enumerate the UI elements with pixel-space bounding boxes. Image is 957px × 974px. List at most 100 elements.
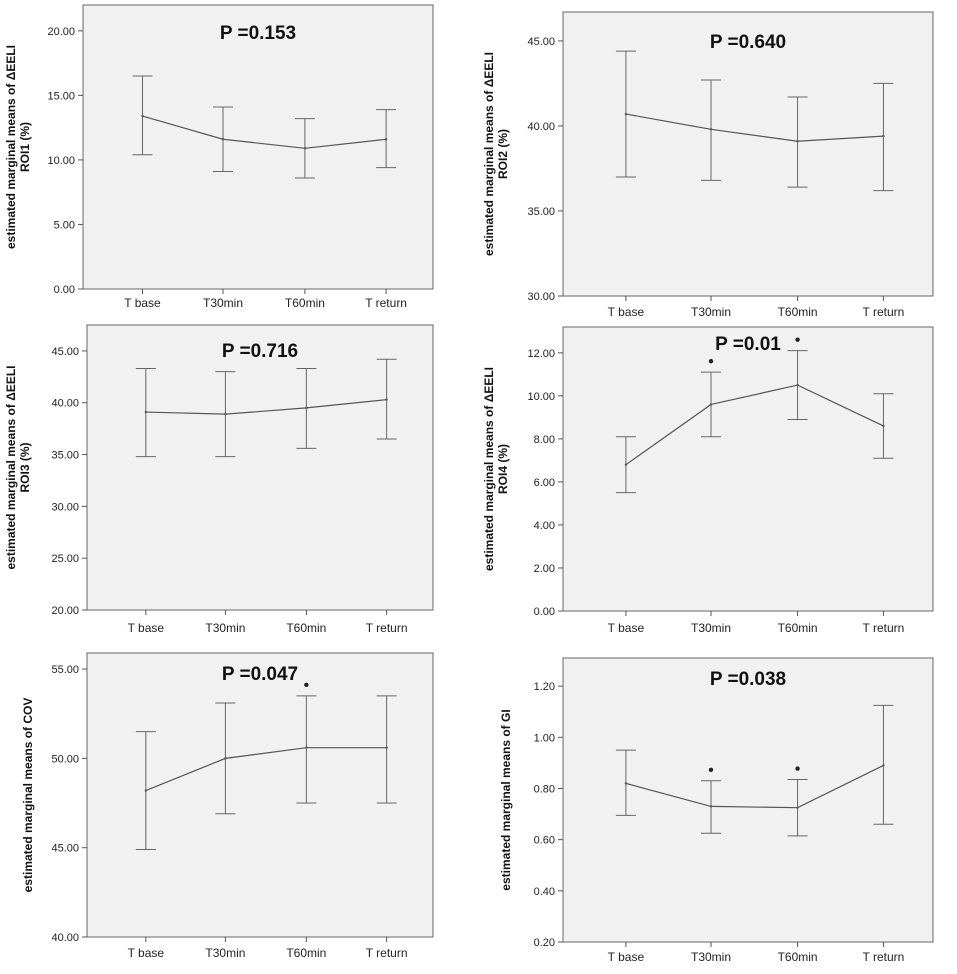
data-point bbox=[224, 412, 227, 416]
y-axis-title: estimated marginal means of COV bbox=[21, 698, 35, 893]
y-tick-label: 10.00 bbox=[47, 155, 75, 167]
plot-area bbox=[86, 324, 434, 611]
y-tick-label: 50.00 bbox=[51, 753, 79, 765]
significance-dot bbox=[795, 766, 800, 771]
p-value-title: P =0.640 bbox=[710, 32, 786, 53]
mean-line bbox=[625, 113, 884, 142]
x-category-label: T60min bbox=[778, 950, 818, 964]
y-tick-label: 2.00 bbox=[534, 563, 555, 575]
x-category-label: T return bbox=[863, 305, 905, 319]
y-tick-label: 1.00 bbox=[534, 732, 555, 744]
data-point bbox=[882, 424, 885, 428]
significance-dot bbox=[304, 682, 309, 688]
data-point bbox=[141, 114, 144, 118]
plot-area bbox=[562, 657, 934, 943]
chart-panel-1: 0.00 5.00 10.00 15.00 20.00 T base T30min T60mi… bbox=[4, 4, 434, 310]
y-tick-label: 6.00 bbox=[534, 477, 555, 489]
y-tick-label: 35.00 bbox=[51, 450, 79, 462]
data-point bbox=[385, 746, 388, 749]
chart-panel-2: 30.00 35.00 40.00 45.00 T base T30min T60min T … bbox=[482, 11, 934, 319]
x-category-label: T base bbox=[128, 621, 165, 635]
data-point bbox=[221, 138, 225, 141]
significance-dot bbox=[708, 358, 714, 364]
data-point bbox=[882, 764, 885, 767]
y-tick-label: 0.80 bbox=[534, 783, 555, 795]
data-point bbox=[624, 463, 628, 466]
x-category-label: T30min bbox=[205, 946, 245, 960]
y-tick-label: 40.00 bbox=[51, 932, 79, 944]
significance-dot bbox=[795, 337, 800, 342]
y-tick-label: 40.00 bbox=[527, 121, 555, 133]
data-point bbox=[709, 128, 713, 131]
x-category-label: T return bbox=[863, 950, 905, 964]
y-tick-label: 15.00 bbox=[47, 90, 75, 102]
data-point bbox=[303, 147, 307, 150]
x-category-label: T30min bbox=[691, 621, 731, 635]
x-category-label: T30min bbox=[205, 621, 245, 635]
x-category-label: T base bbox=[124, 296, 161, 310]
y-tick-label: 0.40 bbox=[534, 886, 555, 898]
y-tick-label: 40.00 bbox=[51, 398, 79, 410]
y-axis-title: ROI4 (%) bbox=[496, 444, 510, 494]
mean-line bbox=[625, 764, 884, 809]
p-value-title: P =0.01 bbox=[715, 334, 781, 355]
data-point bbox=[144, 410, 148, 414]
y-tick-label: 1.20 bbox=[534, 681, 555, 693]
plot-area bbox=[562, 11, 934, 297]
x-category-label: T return bbox=[366, 621, 408, 635]
data-point bbox=[796, 806, 799, 809]
mean-line bbox=[145, 747, 387, 792]
y-axis-title: estimated marginal means of ΔEELI bbox=[482, 367, 496, 571]
data-point bbox=[796, 140, 799, 143]
y-tick-label: 0.60 bbox=[534, 835, 555, 847]
x-category-label: T base bbox=[608, 621, 645, 635]
chart-panel-6: 0.20 0.40 0.60 0.80 1.00 1.20 T base T30min T60m… bbox=[499, 657, 934, 964]
y-axis-title: estimated marginal means of ΔEELI bbox=[4, 365, 18, 569]
significance-dot bbox=[708, 767, 714, 773]
data-point bbox=[224, 757, 227, 760]
data-point bbox=[624, 782, 628, 785]
p-value-title: P =0.153 bbox=[220, 23, 296, 44]
y-axis-title: estimated marginal means of ΔEELI bbox=[4, 45, 18, 249]
y-tick-label: 55.00 bbox=[51, 664, 79, 676]
y-tick-label: 0.00 bbox=[54, 284, 75, 296]
y-tick-label: 10.00 bbox=[527, 391, 555, 403]
x-category-label: T base bbox=[128, 946, 165, 960]
y-tick-label: 8.00 bbox=[534, 434, 555, 446]
plot-area bbox=[86, 652, 434, 938]
mean-line bbox=[145, 399, 387, 415]
x-category-label: T60min bbox=[778, 305, 818, 319]
y-tick-label: 4.00 bbox=[534, 520, 555, 532]
mean-line bbox=[625, 384, 884, 466]
y-tick-label: 45.00 bbox=[527, 36, 555, 48]
y-tick-label: 45.00 bbox=[51, 843, 79, 855]
p-value-title: P =0.038 bbox=[710, 669, 786, 690]
x-category-label: T60min bbox=[286, 946, 326, 960]
x-category-label: T return bbox=[863, 621, 905, 635]
plot-area bbox=[82, 4, 434, 290]
data-point bbox=[384, 138, 388, 141]
y-tick-label: 20.00 bbox=[47, 26, 75, 38]
x-category-label: T60min bbox=[778, 621, 818, 635]
x-category-label: T60min bbox=[285, 296, 325, 310]
data-point bbox=[305, 406, 308, 410]
mean-line bbox=[142, 115, 387, 149]
x-category-label: T base bbox=[608, 305, 645, 319]
x-category-label: T return bbox=[366, 946, 408, 960]
x-category-label: T30min bbox=[691, 950, 731, 964]
y-axis-title: ROI2 (%) bbox=[496, 129, 510, 179]
data-point bbox=[624, 112, 628, 116]
y-tick-label: 5.00 bbox=[54, 219, 75, 231]
chart-panel-4: 0.00 2.00 4.00 6.00 8.00 10.00 12.00 T base T30m… bbox=[482, 326, 934, 635]
x-category-label: T60min bbox=[286, 621, 326, 635]
y-tick-label: 20.00 bbox=[51, 605, 79, 617]
y-tick-label: 25.00 bbox=[51, 553, 79, 565]
data-point bbox=[882, 134, 885, 138]
x-category-label: T base bbox=[608, 950, 645, 964]
y-tick-label: 45.00 bbox=[51, 346, 79, 358]
y-axis-title: ROI3 (%) bbox=[18, 442, 32, 492]
y-tick-label: 30.00 bbox=[51, 501, 79, 513]
y-axis-title: estimated marginal means of ΔEELI bbox=[482, 52, 496, 256]
y-axis-title: ROI1 (%) bbox=[18, 122, 32, 172]
